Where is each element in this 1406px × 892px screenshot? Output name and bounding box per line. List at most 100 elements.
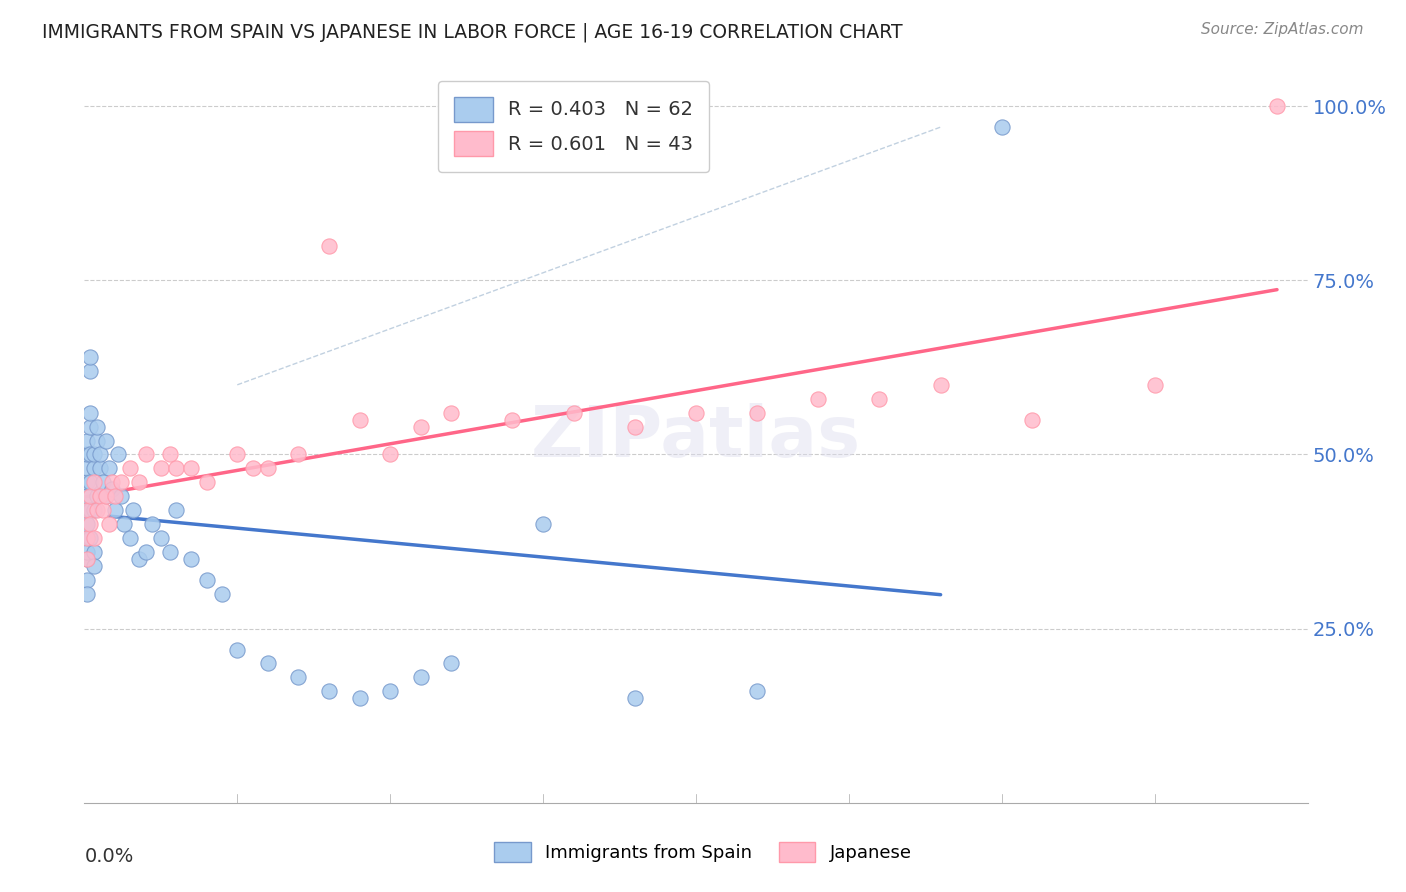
Point — [76, 503, 98, 517]
Point — [409, 670, 432, 684]
Point — [257, 657, 280, 671]
Point — [79, 406, 101, 420]
Point — [76, 573, 98, 587]
Point — [287, 448, 309, 462]
Point — [76, 475, 98, 490]
Point — [79, 448, 101, 462]
Point — [112, 517, 135, 532]
Point — [318, 684, 340, 698]
Point — [76, 552, 98, 566]
Point — [195, 475, 218, 490]
Point — [101, 475, 124, 490]
Point — [380, 684, 402, 698]
Point — [110, 489, 132, 503]
Point — [135, 448, 157, 462]
Point — [165, 461, 187, 475]
Point — [991, 120, 1014, 134]
Point — [89, 461, 111, 475]
Point — [86, 434, 108, 448]
Point — [747, 406, 769, 420]
Point — [149, 531, 172, 545]
Point — [1265, 99, 1288, 113]
Point — [86, 503, 108, 517]
Point — [83, 475, 105, 490]
Point — [76, 531, 98, 545]
Point — [159, 545, 181, 559]
Point — [91, 475, 114, 490]
Point — [83, 448, 105, 462]
Point — [211, 587, 233, 601]
Point — [83, 461, 105, 475]
Point — [76, 545, 98, 559]
Point — [531, 517, 554, 532]
Point — [110, 475, 132, 490]
Point — [747, 684, 769, 698]
Point — [83, 503, 105, 517]
Point — [502, 412, 524, 426]
Point — [83, 531, 105, 545]
Point — [79, 503, 101, 517]
Point — [624, 691, 647, 706]
Point — [180, 461, 202, 475]
Point — [226, 642, 249, 657]
Point — [83, 545, 105, 559]
Text: Source: ZipAtlas.com: Source: ZipAtlas.com — [1201, 22, 1364, 37]
Point — [120, 461, 142, 475]
Point — [180, 552, 202, 566]
Point — [624, 419, 647, 434]
Point — [104, 503, 127, 517]
Point — [159, 448, 181, 462]
Point — [91, 503, 114, 517]
Point — [76, 448, 98, 462]
Point — [86, 419, 108, 434]
Point — [242, 461, 264, 475]
Point — [318, 238, 340, 252]
Legend: R = 0.403   N = 62, R = 0.601   N = 43: R = 0.403 N = 62, R = 0.601 N = 43 — [439, 81, 709, 172]
Text: 0.0%: 0.0% — [84, 847, 134, 866]
Point — [89, 448, 111, 462]
Point — [83, 558, 105, 573]
Point — [76, 489, 98, 503]
Point — [79, 489, 101, 503]
Point — [380, 448, 402, 462]
Point — [94, 489, 117, 503]
Point — [79, 531, 101, 545]
Point — [76, 552, 98, 566]
Point — [128, 475, 150, 490]
Point — [76, 503, 98, 517]
Point — [120, 531, 142, 545]
Point — [685, 406, 707, 420]
Point — [869, 392, 891, 406]
Point — [128, 552, 150, 566]
Point — [79, 517, 101, 532]
Point — [929, 377, 952, 392]
Point — [79, 475, 101, 490]
Point — [76, 434, 98, 448]
Point — [1143, 377, 1166, 392]
Point — [76, 517, 98, 532]
Point — [94, 489, 117, 503]
Point — [562, 406, 585, 420]
Point — [76, 587, 98, 601]
Point — [76, 461, 98, 475]
Point — [1021, 412, 1043, 426]
Point — [287, 670, 309, 684]
Point — [79, 419, 101, 434]
Point — [79, 350, 101, 364]
Text: IMMIGRANTS FROM SPAIN VS JAPANESE IN LABOR FORCE | AGE 16-19 CORRELATION CHART: IMMIGRANTS FROM SPAIN VS JAPANESE IN LAB… — [42, 22, 903, 42]
Point — [807, 392, 830, 406]
Point — [104, 489, 127, 503]
Point — [257, 461, 280, 475]
Point — [97, 461, 120, 475]
Point — [349, 412, 371, 426]
Point — [76, 531, 98, 545]
Point — [135, 545, 157, 559]
Point — [79, 364, 101, 378]
Point — [195, 573, 218, 587]
Point — [440, 657, 463, 671]
Point — [94, 434, 117, 448]
Point — [122, 503, 145, 517]
Point — [440, 406, 463, 420]
Point — [349, 691, 371, 706]
Point — [226, 448, 249, 462]
